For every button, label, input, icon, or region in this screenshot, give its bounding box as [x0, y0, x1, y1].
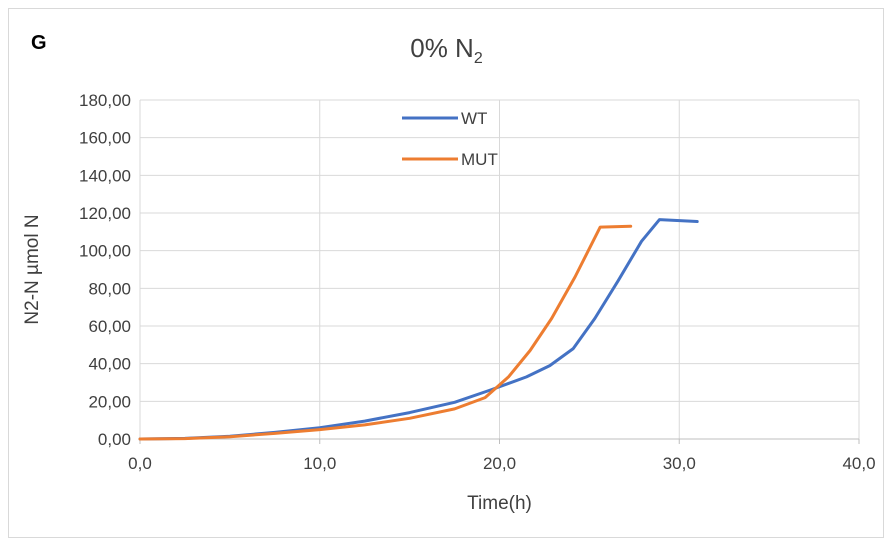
chart-title-main: 0% N [410, 33, 474, 63]
y-tick-label: 0,00 [98, 430, 131, 449]
x-tick-label: 10,0 [303, 454, 336, 473]
series-layer [138, 218, 699, 441]
legend-label-wt: WT [461, 109, 487, 128]
y-tick-label: 60,00 [88, 317, 131, 336]
y-tick-label: 140,00 [79, 166, 131, 185]
chart-title-subscript: 2 [473, 50, 483, 68]
y-tick-label: 160,00 [79, 129, 131, 148]
y-axis-title: N2-N µmol N [22, 214, 43, 324]
legend-label-mut: MUT [461, 150, 498, 169]
y-tick-label: 20,00 [88, 392, 131, 411]
x-tick-label: 40,0 [842, 454, 875, 473]
panel-label: G [31, 32, 47, 54]
y-tick-label: 80,00 [88, 279, 131, 298]
x-tick-label: 0,0 [128, 454, 152, 473]
chart-frame [8, 8, 884, 538]
horizontal-gridlines [140, 99, 859, 402]
y-axis: 0,00 20,00 40,00 60,00 80,00 100,00 120,00 140,… [79, 91, 141, 449]
y-tick-label: 180,00 [79, 91, 131, 110]
y-tick-label: 40,00 [88, 355, 131, 374]
x-axis-title: Time(h) [467, 493, 532, 514]
series-line-mut [138, 224, 633, 441]
y-tick-label: 120,00 [79, 204, 131, 223]
chart-title: 0% N2 [0, 33, 893, 68]
x-tick-label: 30,0 [663, 454, 696, 473]
vertical-gridlines [319, 100, 860, 439]
x-tick-label: 20,0 [483, 454, 516, 473]
legend: WT MUT [402, 109, 498, 169]
y-tick-label: 100,00 [79, 242, 131, 261]
x-axis: 0,0 10,0 20,0 30,0 40,0 [128, 438, 876, 473]
series-line-wt [138, 218, 699, 441]
